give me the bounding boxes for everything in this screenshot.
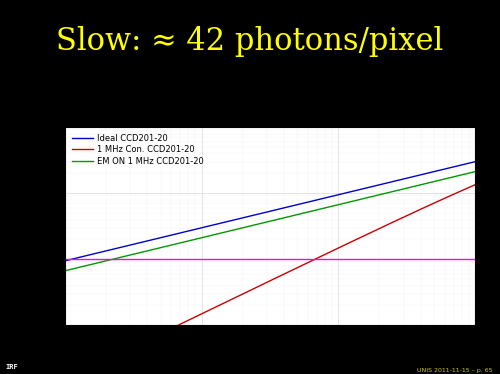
Legend: Ideal CCD201-20, 1 MHz Con. CCD201-20, EM ON 1 MHz CCD201-20: Ideal CCD201-20, 1 MHz Con. CCD201-20, E… (69, 131, 206, 168)
Text: UNIS 2011-11-15 – p. 65: UNIS 2011-11-15 – p. 65 (417, 368, 492, 373)
X-axis label: photons/pixel (assuming 90% QE): photons/pixel (assuming 90% QE) (188, 354, 352, 364)
Text: Slow: ≈ 42 photons/pixel: Slow: ≈ 42 photons/pixel (56, 26, 444, 57)
Text: IRF: IRF (5, 364, 18, 370)
Title: Slow readout EM ON vs. Conventional Ampl.: Slow readout EM ON vs. Conventional Ampl… (155, 115, 385, 125)
Y-axis label: SNR: SNR (20, 215, 30, 238)
